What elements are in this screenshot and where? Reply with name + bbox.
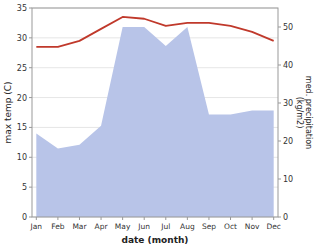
x-tick — [273, 217, 274, 220]
y-tick — [29, 8, 32, 9]
marks — [36, 17, 273, 217]
x-tick-label: Oct — [224, 222, 237, 231]
x-tick-label: Dec — [266, 222, 281, 231]
x-tick — [208, 217, 209, 220]
y2-tick-label: 30 — [283, 99, 293, 108]
y2-axis-label-line: med. precipitation — [304, 76, 313, 149]
x-tick — [252, 217, 253, 220]
x-tick-label: Jan — [30, 222, 43, 231]
y-tick — [29, 67, 32, 68]
y2-tick-label: 10 — [283, 175, 293, 184]
y2-tick — [278, 217, 281, 218]
y-axis-label: max temp (C) — [3, 81, 13, 143]
y-tick-label: 20 — [17, 94, 27, 103]
x-tick — [101, 217, 102, 220]
y-tick — [29, 187, 32, 188]
y2-axis-label: med. precipitation(kg/m2) — [295, 76, 313, 149]
y2-axis-label-line: (kg/m2) — [295, 97, 304, 129]
x-tick — [36, 217, 37, 220]
chart: 0 5 10 15 20 25 30 35 0 10 20 30 40 50 Jan Feb Mar Apr May… — [0, 0, 318, 247]
y-tick — [29, 157, 32, 158]
y-tick-label: 15 — [17, 123, 27, 132]
y2-tick — [278, 179, 281, 180]
x-tick-label: May — [115, 222, 131, 231]
x-tick-label: Feb — [51, 222, 65, 231]
y2-tick-label: 40 — [283, 61, 293, 70]
x-tick-label: Jul — [160, 222, 170, 231]
y-tick — [29, 217, 32, 218]
x-tick-label: Mar — [72, 222, 87, 231]
y-tick-label: 10 — [17, 153, 27, 162]
y2-tick — [278, 103, 281, 104]
precipitation-area — [36, 27, 273, 217]
plot-frame — [32, 8, 278, 217]
temperature-line — [36, 17, 273, 47]
y-tick — [29, 127, 32, 128]
x-tick — [144, 217, 145, 220]
x-tick — [230, 217, 231, 220]
y2-tick — [278, 141, 281, 142]
y-tick-label: 25 — [17, 64, 27, 73]
y2-tick-label: 0 — [283, 213, 288, 222]
y2-tick — [278, 27, 281, 28]
y-tick-label: 5 — [22, 183, 27, 192]
y2-tick-label: 20 — [283, 137, 293, 146]
x-tick — [122, 217, 123, 220]
x-tick-label: Nov — [245, 222, 260, 231]
x-tick-label: Aug — [180, 222, 195, 231]
y-tick-label: 0 — [22, 213, 27, 222]
y-tick-label: 35 — [17, 4, 27, 13]
x-tick-label: Sep — [202, 222, 216, 231]
y-tick — [29, 37, 32, 38]
y2-tick-label: 50 — [283, 23, 293, 32]
y-tick-label: 30 — [17, 34, 27, 43]
y2-tick — [278, 65, 281, 66]
x-tick — [57, 217, 58, 220]
x-tick — [187, 217, 188, 220]
x-tick — [165, 217, 166, 220]
x-tick-label: Apr — [95, 222, 109, 231]
x-axis-label: date (month) — [122, 235, 189, 245]
grid — [32, 8, 278, 217]
axes: 0 5 10 15 20 25 30 35 0 10 20 30 40 50 Jan Feb Mar Apr May… — [17, 4, 293, 231]
y-tick — [29, 97, 32, 98]
x-tick — [79, 217, 80, 220]
x-tick-label: Jun — [137, 222, 150, 231]
